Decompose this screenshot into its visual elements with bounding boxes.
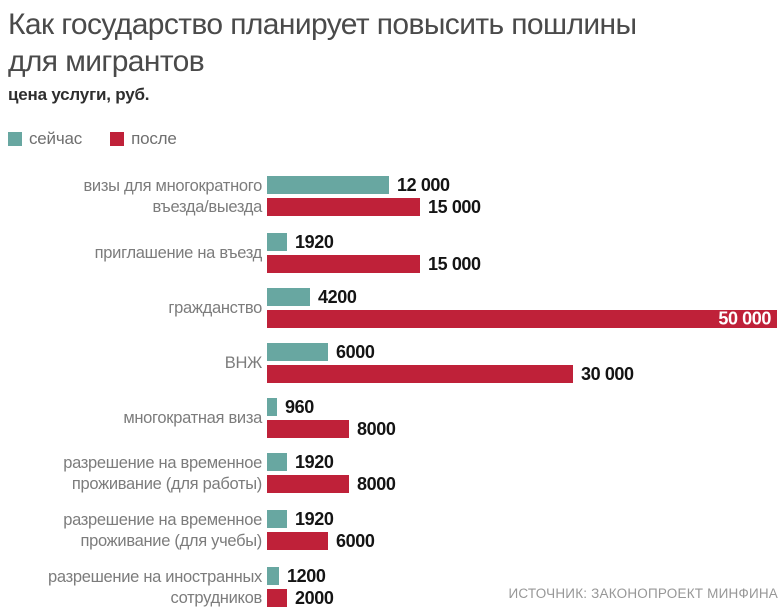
- bar-now: [267, 176, 389, 194]
- category-label: приглашение на въезд: [94, 243, 263, 262]
- bar-now: [267, 398, 277, 416]
- page-title: Как государство планирует повысить пошли…: [8, 8, 637, 78]
- bar-line-now: 1920: [267, 508, 784, 529]
- bar-line-now: 4200: [267, 286, 784, 307]
- bar-line-now: 960: [267, 396, 784, 417]
- bar-now: [267, 510, 287, 528]
- bar-after: [267, 255, 420, 273]
- bar-after: [267, 198, 420, 216]
- bar-group: 4200 50 000: [267, 286, 784, 329]
- value-label-now: 1200: [287, 565, 326, 586]
- category-label: ВНЖ: [224, 353, 263, 372]
- chart-row: многократная виза 960 8000: [8, 396, 784, 439]
- bar-line-after: 6000: [267, 530, 784, 551]
- bar-group: 1920 15 000: [267, 231, 784, 274]
- legend: сейчас после: [8, 129, 177, 149]
- value-label-now: 1920: [295, 231, 334, 252]
- bar-line-now: 6000: [267, 341, 784, 362]
- bar-now: [267, 453, 287, 471]
- bar-line-after: 50 000: [267, 308, 784, 329]
- legend-item-after: после: [110, 129, 177, 149]
- legend-label-after: после: [131, 129, 177, 148]
- chart-row: ВНЖ 6000 30 000: [8, 341, 784, 384]
- bar-line-now: 1920: [267, 451, 784, 472]
- legend-item-now: сейчас: [8, 129, 82, 149]
- bar-after: [267, 475, 349, 493]
- value-label-after: 8000: [357, 473, 396, 494]
- category-label: гражданство: [168, 298, 262, 317]
- value-label-now: 6000: [336, 341, 375, 362]
- value-label-after: 30 000: [581, 363, 634, 384]
- bar-group: 1200 2000: [267, 565, 784, 609]
- legend-swatch-now: [8, 132, 22, 146]
- value-label-after: 6000: [336, 530, 375, 551]
- bar-after: 50 000: [267, 308, 777, 329]
- chart-row: приглашение на въезд 1920 15 000: [8, 231, 784, 274]
- bar-chart: визы для многократного въезда/выезда 12 0…: [8, 174, 784, 609]
- category-label: разрешение на временное проживание (для у…: [63, 511, 262, 550]
- bar-group: 960 8000: [267, 396, 784, 439]
- value-label-after: 8000: [357, 418, 396, 439]
- chart-row: визы для многократного въезда/выезда 12 0…: [8, 174, 784, 218]
- bar-group: 1920 6000: [267, 508, 784, 552]
- value-label-now: 960: [285, 396, 314, 417]
- category-label: многократная виза: [123, 408, 262, 427]
- value-label-now: 1920: [295, 451, 334, 472]
- category-label: разрешение на временное проживание (для р…: [63, 454, 262, 493]
- bar-line-now: 12 000: [267, 174, 784, 195]
- bar-line-now: 1920: [267, 231, 784, 252]
- bar-line-after: 15 000: [267, 196, 784, 217]
- legend-swatch-after: [110, 132, 125, 146]
- bar-line-after: 2000: [267, 587, 784, 608]
- bar-now: [267, 288, 310, 306]
- bar-line-after: 15 000: [267, 253, 784, 274]
- value-label-after: 15 000: [428, 253, 481, 274]
- value-label-now: 12 000: [397, 174, 450, 195]
- bar-now: [267, 343, 328, 361]
- chart-subtitle: цена услуги, руб.: [8, 85, 150, 104]
- bar-group: 6000 30 000: [267, 341, 784, 384]
- bar-now: [267, 233, 287, 251]
- bar-after: [267, 420, 349, 438]
- category-label: разрешение на иностранных сотрудников: [48, 568, 262, 607]
- legend-label-now: сейчас: [29, 129, 83, 148]
- category-label: визы для многократного въезда/выезда: [83, 177, 262, 216]
- chart-row: гражданство 4200 50 000: [8, 286, 784, 329]
- bar-after: [267, 589, 287, 607]
- value-label-now: 1920: [295, 508, 334, 529]
- value-label-after: 50 000: [718, 308, 771, 329]
- bar-line-after: 8000: [267, 418, 784, 439]
- source-credit: ИСТОЧНИК: ЗАКОНОПРОЕКТ МИНФИНА: [508, 586, 778, 601]
- chart-row: разрешение на иностранных сотрудников 120…: [8, 565, 784, 609]
- bar-line-after: 30 000: [267, 363, 784, 384]
- bar-now: [267, 567, 279, 585]
- bar-group: 1920 8000: [267, 451, 784, 495]
- bar-line-after: 8000: [267, 473, 784, 494]
- bar-after: [267, 365, 573, 383]
- value-label-after: 2000: [295, 587, 334, 608]
- value-label-now: 4200: [318, 286, 357, 307]
- value-label-after: 15 000: [428, 196, 481, 217]
- bar-after: [267, 532, 328, 550]
- bar-line-now: 1200: [267, 565, 784, 586]
- bar-group: 12 000 15 000: [267, 174, 784, 218]
- chart-row: разрешение на временное проживание (для у…: [8, 508, 784, 552]
- chart-row: разрешение на временное проживание (для р…: [8, 451, 784, 495]
